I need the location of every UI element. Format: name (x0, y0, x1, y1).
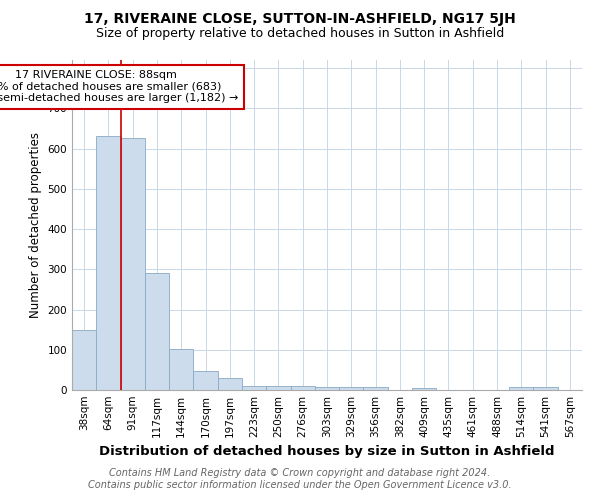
Text: Contains HM Land Registry data © Crown copyright and database right 2024.
Contai: Contains HM Land Registry data © Crown c… (88, 468, 512, 490)
Bar (72, 330, 96, 390)
Bar (533, 387, 558, 390)
Bar (96, 136, 121, 390)
Text: 17, RIVERAINE CLOSE, SUTTON-IN-ASHFIELD, NG17 5JH: 17, RIVERAINE CLOSE, SUTTON-IN-ASHFIELD,… (84, 12, 516, 26)
Bar (290, 386, 315, 390)
Bar (364, 387, 388, 390)
Bar (509, 387, 533, 390)
X-axis label: Distribution of detached houses by size in Sutton in Ashfield: Distribution of detached houses by size … (99, 446, 555, 458)
Bar (169, 348, 193, 390)
Bar (266, 386, 290, 390)
Bar (145, 274, 169, 390)
Bar (121, 138, 145, 390)
Bar (193, 372, 218, 390)
Text: Size of property relative to detached houses in Sutton in Ashfield: Size of property relative to detached ho… (96, 28, 504, 40)
Bar (242, 386, 266, 390)
Bar (218, 378, 242, 390)
Bar (315, 387, 339, 390)
Text: 17 RIVERAINE CLOSE: 88sqm
← 36% of detached houses are smaller (683)
63% of semi: 17 RIVERAINE CLOSE: 88sqm ← 36% of detac… (0, 70, 238, 103)
Bar (339, 387, 364, 390)
Bar (412, 388, 436, 390)
Y-axis label: Number of detached properties: Number of detached properties (29, 132, 42, 318)
